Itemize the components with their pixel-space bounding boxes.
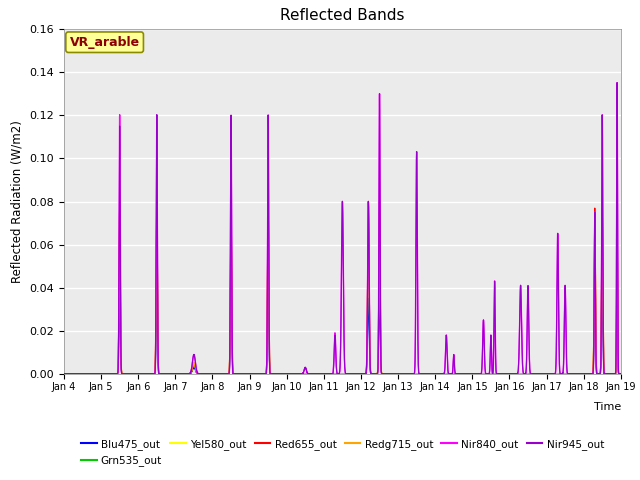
- Legend: Blu475_out, Grn535_out, Yel580_out, Red655_out, Redg715_out, Nir840_out, Nir945_: Blu475_out, Grn535_out, Yel580_out, Red6…: [77, 435, 608, 470]
- Red655_out: [483, 372, 491, 377]
- Yel580_out: [384, 372, 392, 377]
- Nir945_out: [483, 371, 491, 377]
- Line: Grn535_out: Grn535_out: [64, 239, 621, 374]
- Redg715_out: [260, 372, 268, 377]
- Nir840_out: [594, 371, 602, 377]
- Blu475_out: [587, 371, 595, 377]
- Redg715_out: [587, 372, 595, 377]
- Nir945_out: [467, 371, 475, 377]
- Nir945_out: [587, 371, 595, 377]
- Grn535_out: [250, 371, 257, 377]
- Yel580_out: [467, 371, 475, 377]
- Blu475_out: [594, 371, 602, 377]
- Red655_out: [534, 372, 542, 377]
- Grn535_out: [467, 372, 475, 377]
- Nir945_out: [617, 371, 625, 377]
- Blu475_out: [250, 371, 257, 377]
- Nir945_out: [60, 372, 68, 377]
- Blu475_out: [617, 371, 625, 377]
- Nir840_out: [250, 371, 257, 377]
- Nir840_out: [587, 371, 595, 377]
- Red655_out: [60, 372, 68, 377]
- Line: Nir840_out: Nir840_out: [64, 83, 621, 374]
- Redg715_out: [250, 371, 257, 377]
- Grn535_out: [594, 371, 602, 377]
- Yel580_out: [587, 371, 595, 377]
- Nir945_out: [594, 371, 602, 377]
- Redg715_out: [467, 371, 475, 377]
- Line: Nir945_out: Nir945_out: [64, 83, 621, 374]
- Grn535_out: [587, 372, 595, 377]
- Grn535_out: [60, 371, 68, 377]
- Redg715_out: [617, 371, 625, 377]
- Nir840_out: [483, 371, 491, 377]
- Title: Reflected Bands: Reflected Bands: [280, 9, 404, 24]
- Red655_out: [617, 371, 625, 377]
- Text: Time: Time: [593, 402, 621, 412]
- Redg715_out: [264, 209, 272, 215]
- Redg715_out: [483, 371, 491, 377]
- Nir945_out: [324, 371, 332, 377]
- Yel580_out: [594, 372, 602, 377]
- Blu475_out: [324, 371, 332, 377]
- Line: Red655_out: Red655_out: [64, 201, 621, 374]
- Red655_out: [467, 371, 475, 377]
- Nir840_out: [617, 371, 625, 377]
- Blu475_out: [79, 372, 86, 377]
- Grn535_out: [324, 371, 332, 377]
- Grn535_out: [483, 371, 491, 377]
- Blu475_out: [60, 372, 68, 377]
- Yel580_out: [324, 371, 332, 377]
- Red655_out: [250, 372, 257, 377]
- Red655_out: [365, 198, 372, 204]
- Nir945_out: [613, 80, 621, 85]
- Yel580_out: [264, 207, 272, 213]
- Text: VR_arable: VR_arable: [70, 36, 140, 48]
- Grn535_out: [264, 236, 272, 241]
- Redg715_out: [324, 371, 332, 377]
- Yel580_out: [60, 372, 68, 377]
- Nir840_out: [60, 371, 68, 377]
- Nir840_out: [324, 371, 332, 377]
- Blu475_out: [467, 372, 475, 377]
- Redg715_out: [60, 371, 68, 377]
- Line: Redg715_out: Redg715_out: [64, 212, 621, 374]
- Blu475_out: [483, 372, 491, 377]
- Nir945_out: [250, 371, 257, 377]
- Line: Blu475_out: Blu475_out: [64, 295, 621, 374]
- Blu475_out: [264, 292, 272, 298]
- Grn535_out: [259, 372, 267, 377]
- Nir945_out: [95, 372, 102, 377]
- Nir840_out: [358, 372, 366, 377]
- Redg715_out: [594, 371, 602, 377]
- Line: Yel580_out: Yel580_out: [64, 210, 621, 374]
- Yel580_out: [250, 371, 257, 377]
- Yel580_out: [483, 371, 491, 377]
- Red655_out: [324, 371, 332, 377]
- Nir840_out: [613, 80, 621, 85]
- Yel580_out: [617, 371, 625, 377]
- Red655_out: [587, 371, 595, 377]
- Nir840_out: [467, 372, 475, 377]
- Grn535_out: [617, 371, 625, 377]
- Y-axis label: Reflected Radiation (W/m2): Reflected Radiation (W/m2): [11, 120, 24, 283]
- Red655_out: [594, 371, 602, 377]
